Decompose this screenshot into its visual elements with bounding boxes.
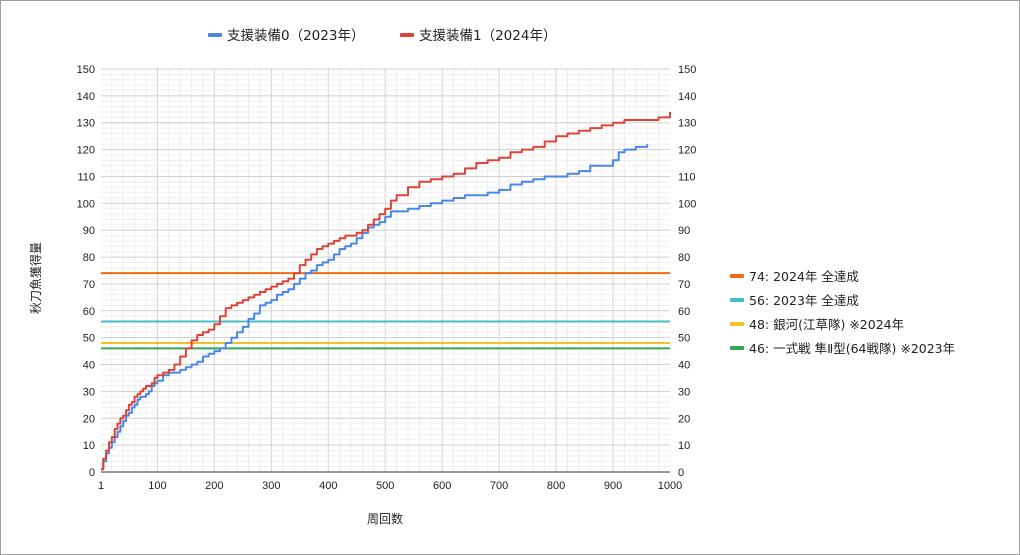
y-tick-label-right: 0	[678, 467, 684, 479]
x-tick-label: 200	[205, 480, 223, 492]
legend-swatch-ref-1	[730, 298, 744, 302]
legend-swatch-series-0	[208, 33, 222, 37]
x-tick-labels: 1 100 200 300 400 500 600 700 800 900 1000	[98, 480, 682, 492]
legend-item-ref-0[interactable]: 74: 2024年 全達成	[730, 269, 859, 284]
x-tick-label: 900	[604, 480, 622, 492]
x-tick-label: 400	[319, 480, 337, 492]
y-tick-label-right: 20	[678, 413, 690, 425]
y-tick-label-right: 70	[678, 279, 690, 291]
grid-lines	[101, 68, 670, 473]
y-tick-label-left: 60	[83, 306, 95, 318]
legend-label-ref-0: 74: 2024年 全達成	[749, 269, 859, 284]
legend-item-ref-1[interactable]: 56: 2023年 全達成	[730, 293, 859, 308]
y-tick-label-right: 130	[678, 118, 696, 130]
y-tick-label-right: 50	[678, 333, 690, 345]
y-tick-label-left: 110	[77, 171, 95, 183]
series-lines	[101, 112, 671, 471]
y-tick-label-left: 130	[77, 118, 95, 130]
y-tick-label-right: 140	[678, 91, 696, 103]
y-tick-label-left: 40	[83, 360, 95, 372]
legend-swatch-ref-2	[730, 322, 744, 326]
y-tick-label-left: 80	[83, 252, 95, 264]
y-tick-label-right: 30	[678, 386, 690, 398]
reference-lines	[101, 272, 670, 350]
y-tick-label-left: 10	[83, 440, 95, 452]
y-tick-label-left: 20	[83, 413, 95, 425]
series-line-0	[101, 144, 649, 471]
y-tick-label-left: 150	[77, 64, 95, 76]
legend-label-series-0: 支援装備0（2023年）	[227, 28, 364, 44]
x-tick-label: 600	[433, 480, 451, 492]
y-tick-label-left: 50	[83, 333, 95, 345]
legend-label-ref-3: 46: 一式戦 隼Ⅱ型(64戦隊) ※2023年	[749, 341, 955, 356]
y-tick-label-left: 30	[83, 386, 95, 398]
y-tick-label-right: 110	[678, 171, 696, 183]
legend-item-series-1[interactable]: 支援装備1（2024年）	[400, 28, 556, 44]
x-tick-label: 1	[98, 480, 104, 492]
x-tick-label: 300	[262, 480, 280, 492]
x-tick-label: 1000	[658, 480, 682, 492]
x-tick-label: 100	[148, 480, 166, 492]
series-line-1	[101, 112, 671, 471]
legend-item-ref-3[interactable]: 46: 一式戦 隼Ⅱ型(64戦隊) ※2023年	[730, 341, 955, 356]
y-tick-label-right: 40	[678, 360, 690, 372]
y-tick-label-right: 60	[678, 306, 690, 318]
y-tick-label-right: 100	[678, 198, 696, 210]
y-tick-label-left: 0	[89, 467, 95, 479]
y-tick-label-right: 90	[678, 225, 690, 237]
legend-item-ref-2[interactable]: 48: 銀河(江草隊) ※2024年	[730, 317, 904, 332]
x-tick-label: 500	[376, 480, 394, 492]
legend-swatch-ref-3	[730, 346, 744, 350]
y-tick-label-left: 140	[77, 91, 95, 103]
legend-label-series-1: 支援装備1（2024年）	[419, 28, 556, 44]
y-tick-label-left: 70	[83, 279, 95, 291]
x-axis-title: 周回数	[367, 511, 403, 526]
y-tick-label-left: 100	[77, 198, 95, 210]
legend-right: 74: 2024年 全達成 56: 2023年 全達成 48: 銀河(江草隊) …	[730, 269, 955, 356]
y-tick-label-left: 120	[77, 145, 95, 157]
x-tick-label: 800	[547, 480, 565, 492]
y-tick-label-right: 10	[678, 440, 690, 452]
y-tick-label-right: 80	[678, 252, 690, 264]
y-tick-label-right: 120	[678, 145, 696, 157]
legend-top: 支援装備0（2023年） 支援装備1（2024年）	[208, 28, 556, 44]
y-tick-labels-left: 0 10 20 30 40 50 60 70 80 90 100 110 120 130 140 150	[77, 64, 95, 479]
y-tick-labels-right: 0 10 20 30 40 50 60 70 80 90 100 110 120 130 140 150	[678, 64, 696, 479]
y-tick-label-right: 150	[678, 64, 696, 76]
legend-label-ref-2: 48: 銀河(江草隊) ※2024年	[749, 317, 904, 332]
legend-label-ref-1: 56: 2023年 全達成	[749, 293, 859, 308]
x-tick-label: 700	[490, 480, 508, 492]
y-tick-label-left: 90	[83, 225, 95, 237]
y-axis-title: 秋刀魚獲得量	[28, 242, 43, 314]
legend-item-series-0[interactable]: 支援装備0（2023年）	[208, 28, 364, 44]
legend-swatch-series-1	[400, 33, 414, 37]
legend-swatch-ref-0	[730, 274, 744, 278]
